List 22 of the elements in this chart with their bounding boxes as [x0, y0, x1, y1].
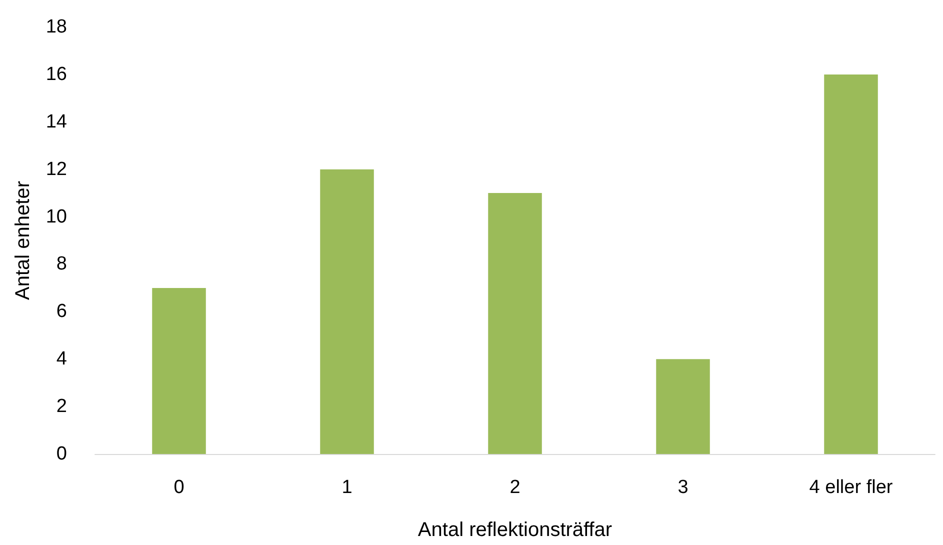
- y-tick-label: 2: [56, 396, 67, 418]
- bar: [320, 169, 374, 454]
- y-tick-label: 18: [46, 16, 67, 38]
- y-tick-label: 6: [56, 301, 67, 322]
- y-tick-label: 16: [46, 64, 67, 85]
- x-tick-label: 1: [342, 477, 352, 498]
- x-tick-label: 3: [678, 477, 688, 498]
- x-tick-label: 0: [174, 477, 184, 498]
- x-axis-title: Antal reflektionsträffar: [418, 519, 612, 541]
- x-tick-label: 4 eller fler: [809, 477, 894, 498]
- bar: [824, 74, 878, 454]
- x-tick-label: 2: [510, 477, 520, 498]
- bar: [488, 193, 542, 454]
- bar: [656, 359, 710, 454]
- y-tick-label: 0: [56, 444, 67, 464]
- bar: [152, 288, 206, 454]
- y-tick-label: 4: [56, 348, 68, 370]
- y-axis-title: Antal enheter: [12, 180, 34, 300]
- y-tick-label: 12: [46, 158, 67, 180]
- y-tick-label: 14: [46, 111, 68, 132]
- y-tick-label: 8: [56, 254, 67, 275]
- y-tick-label: 10: [46, 206, 67, 228]
